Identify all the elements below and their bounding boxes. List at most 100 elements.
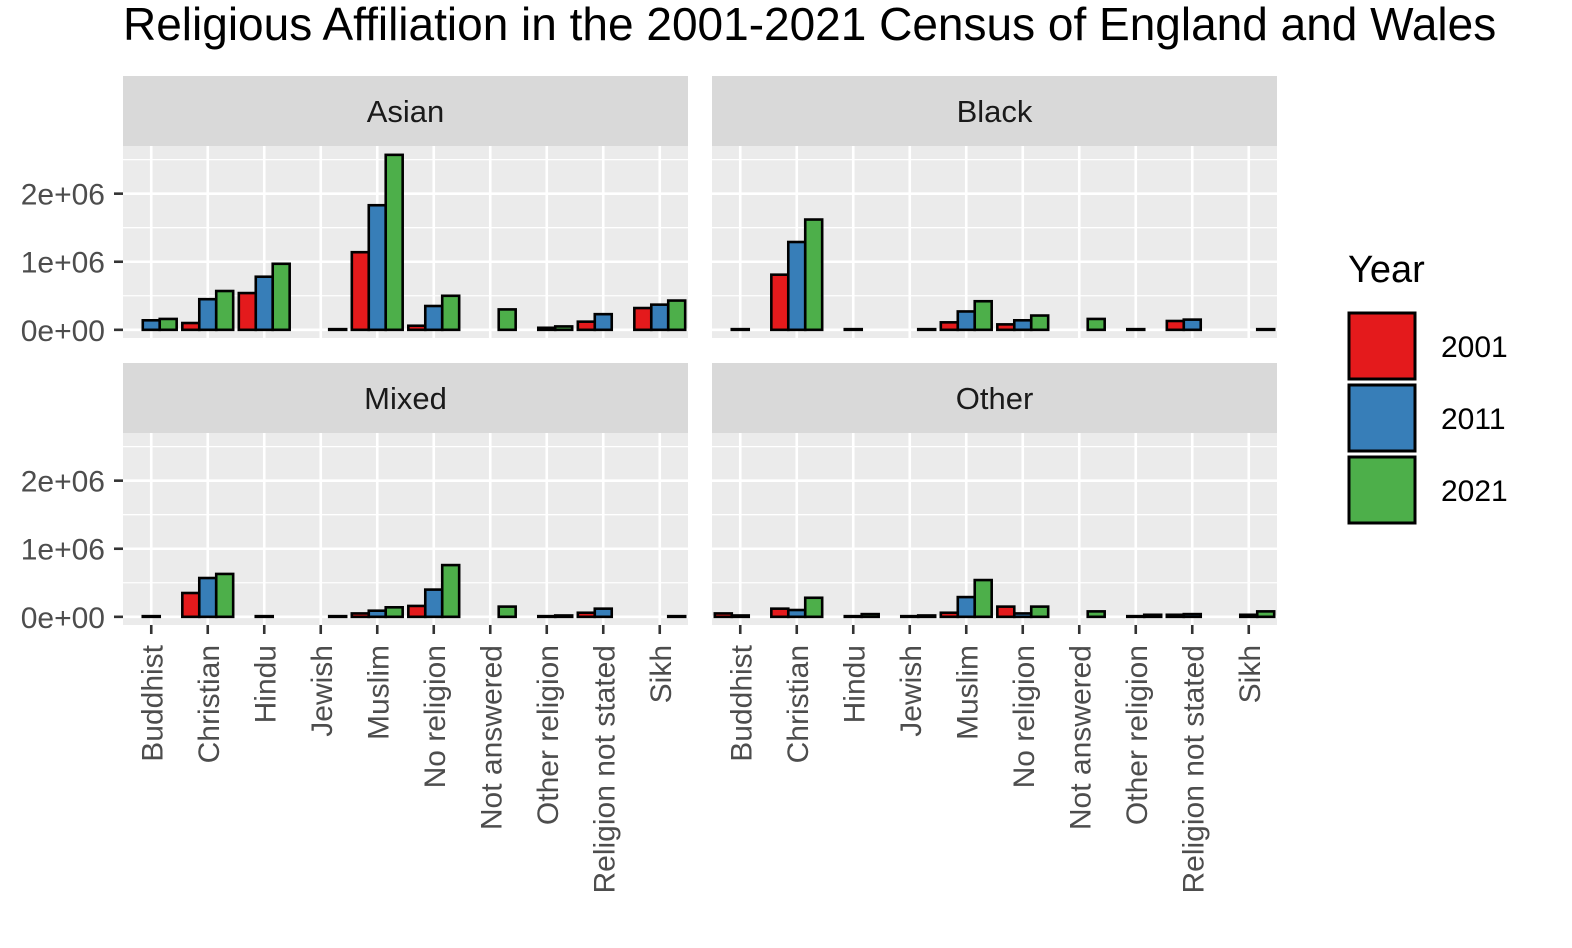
x-tick-label: No religion bbox=[419, 645, 452, 788]
bar-mixed-jewish-2021 bbox=[327, 614, 348, 619]
x-tick-label: Muslim bbox=[951, 645, 984, 740]
bar-asian-jewish-2021 bbox=[327, 327, 348, 332]
facet-strip bbox=[712, 76, 1277, 146]
bar-asian-no-religion-2011 bbox=[423, 304, 444, 332]
bar-other-hindu-2011 bbox=[843, 614, 864, 619]
bar-other-no-religion-2021 bbox=[1029, 605, 1050, 619]
bar-other-muslim-2011 bbox=[956, 595, 977, 619]
x-tick-label: No religion bbox=[1008, 645, 1041, 788]
bar-other-hindu-2021 bbox=[860, 612, 880, 619]
bar-other-no-religion-2001 bbox=[996, 605, 1016, 619]
bar-black-christian-2011 bbox=[786, 240, 807, 332]
legend-label-2021: 2021 bbox=[1441, 475, 1508, 508]
facet-panels: Asian 0e+00 1e+06 2e+06 Black Mixed 0e+00 1e+06… bbox=[21, 76, 1277, 894]
bar-asian-muslim-2001 bbox=[350, 250, 371, 332]
x-tick-label: Jewish bbox=[895, 645, 928, 737]
bar-other-other-religion-2011 bbox=[1125, 614, 1146, 619]
bar-asian-religion-not-stated-2001 bbox=[576, 320, 597, 332]
bar-asian-other-religion-2011 bbox=[536, 326, 557, 332]
bar-asian-sikh-2021 bbox=[666, 299, 687, 332]
bar-black-sikh-2021 bbox=[1255, 327, 1276, 332]
bar-other-sikh-2011 bbox=[1238, 613, 1259, 619]
bar-black-not-answered-2021 bbox=[1086, 317, 1106, 332]
x-tick-label: Other religion bbox=[1121, 645, 1154, 825]
facet-strip-label: Black bbox=[957, 94, 1033, 129]
y-tick-label: 1e+06 bbox=[21, 247, 105, 280]
bar-black-muslim-2021 bbox=[973, 299, 993, 332]
y-tick-label: 1e+06 bbox=[21, 534, 105, 567]
bar-asian-muslim-2021 bbox=[384, 153, 404, 332]
bar-asian-christian-2011 bbox=[197, 297, 218, 332]
x-tick-label: Jewish bbox=[306, 645, 339, 737]
legend: Year 2001 2011 2021 bbox=[1347, 249, 1508, 525]
bar-black-jewish-2021 bbox=[916, 327, 937, 332]
bar-other-religion-not-stated-2011 bbox=[1182, 612, 1203, 619]
legend-key-2021 bbox=[1347, 455, 1417, 525]
bar-other-christian-2001 bbox=[770, 607, 790, 619]
bar-mixed-christian-2001 bbox=[181, 591, 201, 619]
bar-asian-hindu-2001 bbox=[237, 291, 258, 332]
x-tick-label: Religion not stated bbox=[588, 645, 621, 894]
bar-mixed-other-religion-2011 bbox=[536, 614, 557, 619]
bar-black-christian-2021 bbox=[803, 218, 824, 332]
bar-other-not-answered-2021 bbox=[1086, 610, 1106, 619]
bar-other-buddhist-2001 bbox=[713, 612, 734, 619]
bar-black-christian-2001 bbox=[770, 273, 790, 332]
bar-asian-buddhist-2021 bbox=[158, 317, 178, 332]
bar-mixed-not-answered-2021 bbox=[497, 605, 517, 619]
x-tick-label: Not answered bbox=[475, 645, 508, 830]
x-tick-label: Hindu bbox=[838, 645, 871, 723]
bar-asian-hindu-2011 bbox=[254, 275, 275, 332]
bar-mixed-sikh-2021 bbox=[666, 614, 687, 619]
bar-other-muslim-2021 bbox=[973, 578, 993, 619]
panel-background bbox=[712, 433, 1277, 625]
bar-other-muslim-2001 bbox=[939, 611, 960, 619]
facet-strip bbox=[123, 76, 688, 146]
bar-black-no-religion-2021 bbox=[1029, 314, 1050, 332]
facet-strip bbox=[123, 363, 688, 433]
bar-asian-other-religion-2021 bbox=[553, 325, 574, 332]
x-tick-label: Buddhist bbox=[725, 644, 758, 761]
x-tick-label: Religion not stated bbox=[1177, 645, 1210, 894]
bar-black-no-religion-2001 bbox=[996, 323, 1016, 332]
bar-asian-hindu-2021 bbox=[271, 262, 291, 332]
x-tick-label: Sikh bbox=[1234, 645, 1267, 703]
x-tick-label: Not answered bbox=[1064, 645, 1097, 830]
legend-key-2001 bbox=[1347, 311, 1417, 381]
chart-title: Religious Affiliation in the 2001-2021 C… bbox=[123, 0, 1496, 50]
bar-other-jewish-2021 bbox=[916, 614, 937, 619]
bar-asian-sikh-2001 bbox=[633, 306, 653, 332]
bar-other-sikh-2021 bbox=[1255, 610, 1276, 619]
bar-black-no-religion-2011 bbox=[1012, 318, 1033, 332]
bar-black-religion-not-stated-2001 bbox=[1165, 319, 1186, 332]
bar-mixed-religion-not-stated-2011 bbox=[593, 607, 614, 619]
bar-other-other-religion-2021 bbox=[1142, 613, 1163, 619]
facet-strip-label: Asian bbox=[367, 94, 445, 129]
bar-mixed-religion-not-stated-2001 bbox=[576, 611, 597, 619]
bar-asian-sikh-2011 bbox=[649, 303, 670, 332]
legend-title: Year bbox=[1348, 249, 1425, 291]
bar-black-hindu-2011 bbox=[843, 327, 864, 332]
bar-mixed-no-religion-2021 bbox=[440, 563, 461, 619]
bar-black-other-religion-2011 bbox=[1125, 327, 1146, 332]
facet-strip-label: Mixed bbox=[364, 381, 447, 416]
x-tick-label: Hindu bbox=[249, 645, 282, 723]
bar-black-religion-not-stated-2011 bbox=[1182, 318, 1203, 332]
bar-other-no-religion-2011 bbox=[1012, 612, 1033, 619]
bar-other-jewish-2011 bbox=[899, 614, 920, 619]
facet-panel-other: Other Buddhist Christian Hindu Jewish Muslim N… bbox=[712, 363, 1277, 894]
y-tick-label: 2e+06 bbox=[21, 466, 105, 499]
bar-mixed-muslim-2001 bbox=[350, 612, 371, 619]
bar-other-buddhist-2011 bbox=[730, 614, 751, 619]
bar-mixed-other-religion-2021 bbox=[553, 614, 574, 619]
x-tick-label: Christian bbox=[193, 645, 226, 763]
bar-black-muslim-2001 bbox=[939, 321, 960, 332]
facet-strip-label: Other bbox=[956, 381, 1034, 416]
y-tick-label: 0e+00 bbox=[21, 602, 105, 635]
bar-mixed-no-religion-2011 bbox=[423, 588, 444, 619]
x-tick-label: Muslim bbox=[362, 645, 395, 740]
bar-other-religion-not-stated-2001 bbox=[1165, 613, 1186, 619]
bar-black-muslim-2011 bbox=[956, 310, 977, 332]
bar-asian-no-religion-2021 bbox=[440, 294, 461, 332]
